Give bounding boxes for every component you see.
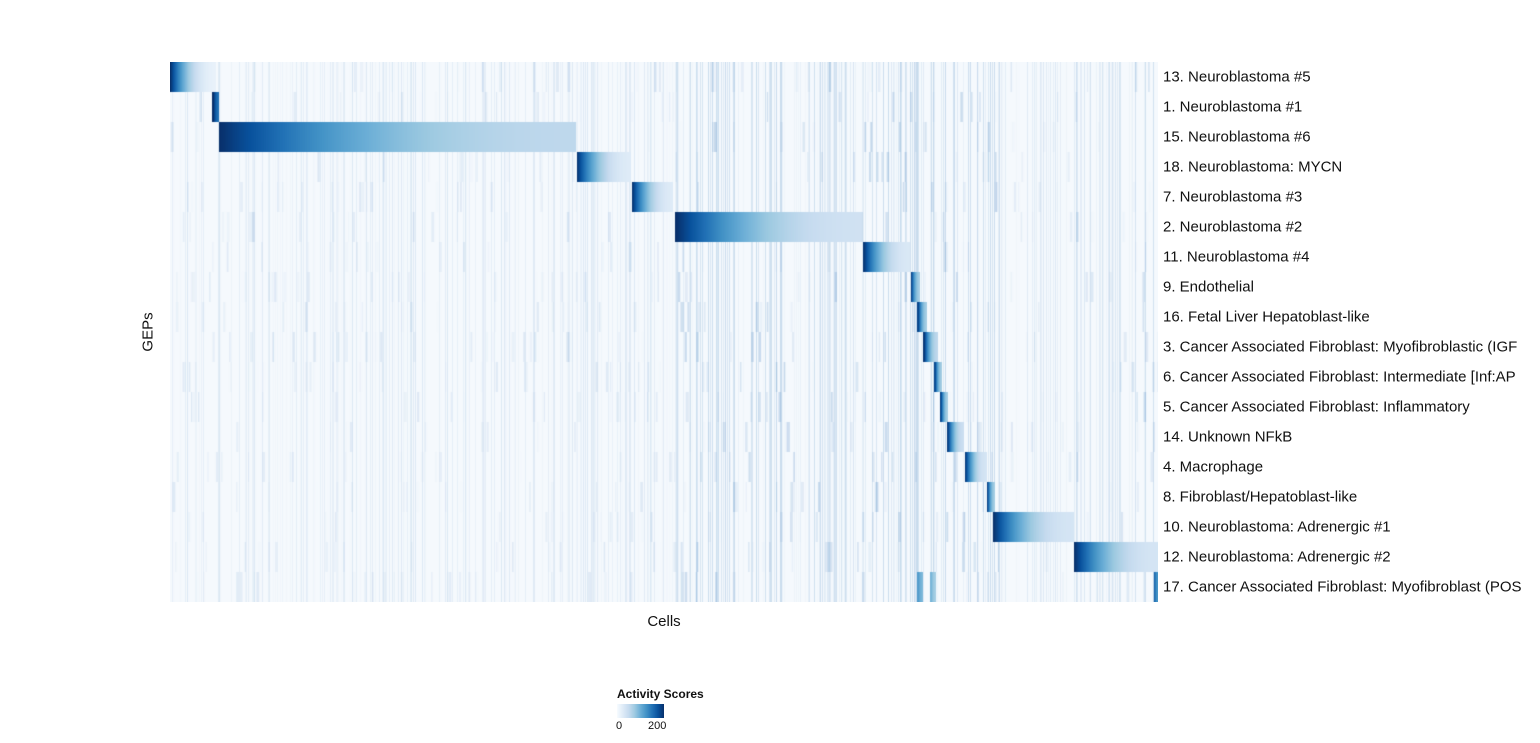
row-label: 16. Fetal Liver Hepatoblast-like [1163, 308, 1370, 326]
row-label: 7. Neuroblastoma #3 [1163, 188, 1303, 206]
row-label: 15. Neuroblastoma #6 [1163, 128, 1311, 146]
row-label: 10. Neuroblastoma: Adrenergic #1 [1163, 518, 1391, 536]
y-axis-label: GEPs [139, 312, 157, 352]
colorbar-tick-min: 0 [616, 720, 623, 732]
row-label: 5. Cancer Associated Fibroblast: Inflamm… [1163, 398, 1470, 416]
row-label: 6. Cancer Associated Fibroblast: Interme… [1163, 368, 1516, 386]
heatmap-canvas [170, 62, 1158, 602]
row-label: 1. Neuroblastoma #1 [1163, 98, 1303, 116]
colorbar-ticks: 0 200 [616, 720, 697, 733]
colorbar-tick-max: 200 [648, 720, 667, 732]
row-label: 18. Neuroblastoma: MYCN [1163, 158, 1343, 176]
row-label: 11. Neuroblastoma #4 [1163, 248, 1310, 266]
colorbar-gradient [617, 704, 664, 718]
row-label: 2. Neuroblastoma #2 [1163, 218, 1303, 236]
row-label: 3. Cancer Associated Fibroblast: Myofibr… [1163, 338, 1518, 356]
colorbar-legend: Activity Scores 0 200 [616, 687, 737, 733]
row-label: 12. Neuroblastoma: Adrenergic #2 [1163, 548, 1391, 566]
row-label: 17. Cancer Associated Fibroblast: Myofib… [1163, 578, 1522, 596]
row-label: 13. Neuroblastoma #5 [1163, 68, 1311, 86]
row-label: 4. Macrophage [1163, 458, 1264, 476]
row-label: 9. Endothelial [1163, 278, 1254, 296]
colorbar-title: Activity Scores [617, 687, 704, 701]
row-label: 14. Unknown NFkB [1163, 428, 1293, 446]
row-label: 8. Fibroblast/Hepatoblast-like [1163, 488, 1358, 506]
row-labels-column: 13. Neuroblastoma #5 1. Neuroblastoma #1 1… [1163, 62, 1540, 602]
x-axis-label: Cells [647, 613, 681, 630]
